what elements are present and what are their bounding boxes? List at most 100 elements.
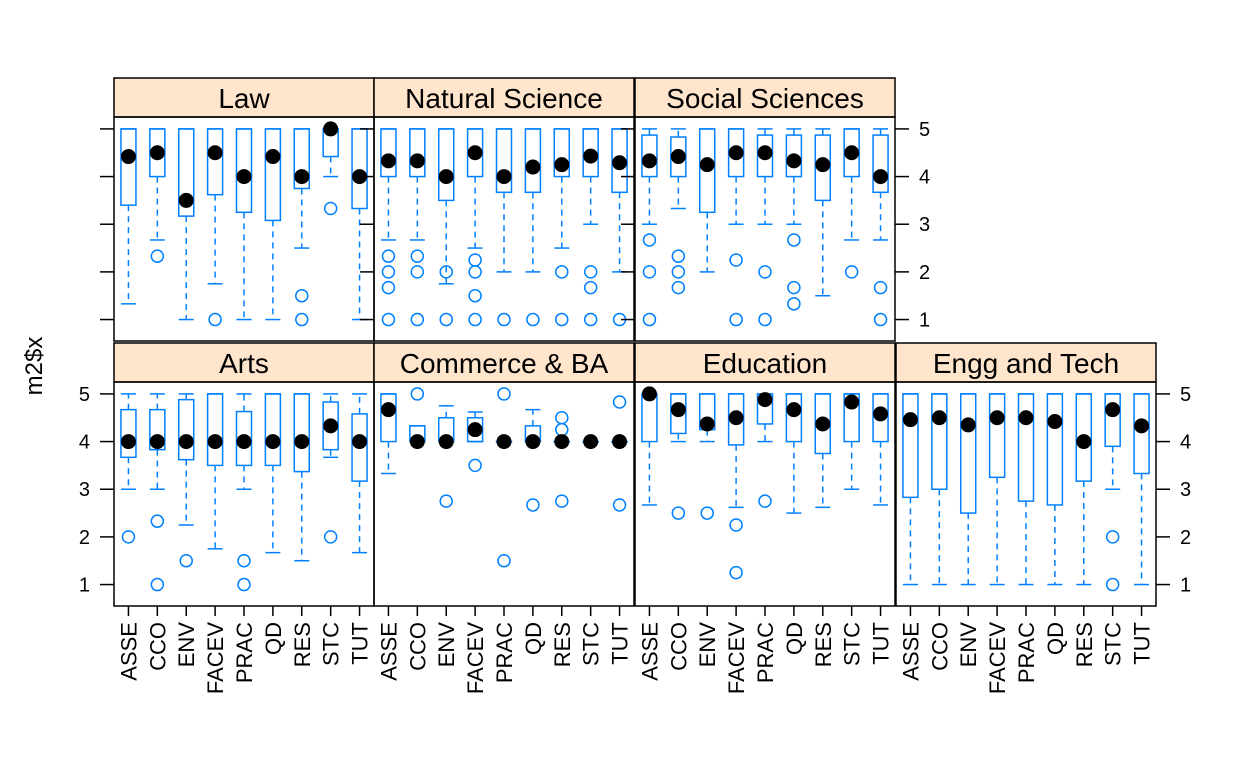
box-iqr xyxy=(177,128,195,217)
outlier-point xyxy=(497,387,511,401)
outlier-point xyxy=(468,312,482,327)
box-iqr xyxy=(988,393,1006,479)
ticks-education: ASSE CCO ENV FACEV PRAC QD RES STC TUT xyxy=(637,606,894,694)
box-education-qd xyxy=(785,393,803,514)
outlier-point xyxy=(555,494,569,508)
outlier-point xyxy=(237,553,251,568)
outlier-point xyxy=(555,410,569,425)
box-social-sciences-asse xyxy=(641,128,658,327)
box-iqr xyxy=(235,128,253,214)
x-tick-label: ENV xyxy=(434,622,459,668)
strip-label-education: Education xyxy=(703,348,828,379)
x-tick-label: STC xyxy=(579,622,604,666)
outlier-point xyxy=(758,265,772,279)
box-natural-science-cco xyxy=(409,128,426,327)
median-dot xyxy=(236,434,252,450)
outlier-point xyxy=(179,553,193,568)
outlier-point xyxy=(671,280,686,295)
median-dot xyxy=(583,434,599,450)
box-engg-and-tech-qd xyxy=(1046,393,1064,586)
median-dot xyxy=(525,159,541,175)
box-natural-science-facev xyxy=(466,128,484,327)
panel-arts: Arts 1 2 3 4 5 ASSE CCO ENV FACEV PRAC QD RES STC TUT xyxy=(79,342,375,694)
box-commerce-ba-prac xyxy=(495,387,513,568)
median-dot xyxy=(815,416,831,432)
median-dot xyxy=(323,121,339,137)
box-iqr xyxy=(756,134,774,178)
box-arts-qd xyxy=(264,393,282,554)
x-tick-label: ASSE xyxy=(376,622,401,681)
box-iqr xyxy=(206,128,224,196)
x-tick-label: CCO xyxy=(666,622,691,671)
strip-social-sciences xyxy=(634,77,896,118)
box-education-asse xyxy=(641,386,658,506)
median-dot xyxy=(960,417,976,433)
median-dot xyxy=(670,149,686,165)
median-dot xyxy=(178,434,194,450)
outlier-point xyxy=(468,458,482,473)
box-education-tut xyxy=(872,393,889,506)
box-engg-and-tech-prac xyxy=(1017,393,1035,586)
x-tick-label: ASSE xyxy=(637,622,662,681)
box-social-sciences-qd xyxy=(785,128,803,311)
box-iqr xyxy=(872,134,889,194)
median-dot xyxy=(1018,410,1034,426)
y-axis-label: m2$x xyxy=(21,337,48,396)
outlier-point xyxy=(468,265,482,279)
x-tick-label: ENV xyxy=(956,622,981,668)
x-tick-label: QD xyxy=(1043,622,1068,655)
box-iqr xyxy=(293,128,311,190)
box-arts-stc xyxy=(322,393,339,544)
box-iqr xyxy=(1046,393,1064,506)
box-engg-and-tech-res xyxy=(1075,393,1093,586)
y-tick-label: 4 xyxy=(919,167,930,189)
box-engg-and-tech-tut xyxy=(1133,393,1150,586)
outlier-point xyxy=(844,265,859,279)
median-dot xyxy=(873,406,889,422)
box-iqr xyxy=(409,128,426,178)
box-natural-science-qd xyxy=(524,128,542,327)
outlier-point xyxy=(671,249,686,263)
box-commerce-ba-tut xyxy=(611,395,628,512)
panel-law: Law xyxy=(100,77,375,342)
outlier-point xyxy=(468,288,482,303)
median-dot xyxy=(757,145,773,161)
median-dot xyxy=(873,169,889,185)
x-tick-label: RES xyxy=(550,622,575,667)
y-tick-label: 1 xyxy=(1180,575,1191,597)
median-dot xyxy=(699,416,715,432)
median-dot xyxy=(467,422,483,438)
box-iqr xyxy=(524,128,542,194)
box-iqr xyxy=(264,393,282,467)
box-natural-science-env xyxy=(437,128,455,327)
y-tick-label: 5 xyxy=(919,119,930,141)
x-tick-label: FACEV xyxy=(724,622,749,694)
median-dot xyxy=(641,153,657,169)
box-iqr xyxy=(698,128,716,214)
x-tick-label: ASSE xyxy=(898,622,923,681)
panel-social-sciences: Social Sciences 1 2 3 4 5 xyxy=(621,77,930,342)
box-arts-env xyxy=(177,393,195,568)
box-law-stc xyxy=(322,121,339,216)
outlier-point xyxy=(873,312,888,327)
strip-law xyxy=(113,77,375,118)
box-commerce-ba-cco xyxy=(409,387,426,450)
box-education-cco xyxy=(670,393,687,520)
strip-label-commerce-ba: Commerce & BA xyxy=(400,348,609,379)
x-tick-label: CCO xyxy=(405,622,430,671)
median-dot xyxy=(757,392,773,408)
x-tick-label: PRAC xyxy=(232,622,257,683)
median-dot xyxy=(236,169,252,185)
x-tick-label: PRAC xyxy=(492,622,517,683)
box-education-env xyxy=(698,393,716,520)
outlier-point xyxy=(439,265,453,279)
box-arts-tut xyxy=(351,393,368,554)
box-iqr xyxy=(293,393,311,473)
outlier-point xyxy=(410,312,425,327)
outlier-point xyxy=(381,249,396,263)
box-law-facev xyxy=(206,128,224,327)
median-dot xyxy=(323,418,339,434)
outlier-point xyxy=(700,506,714,520)
outlier-point xyxy=(410,387,425,401)
